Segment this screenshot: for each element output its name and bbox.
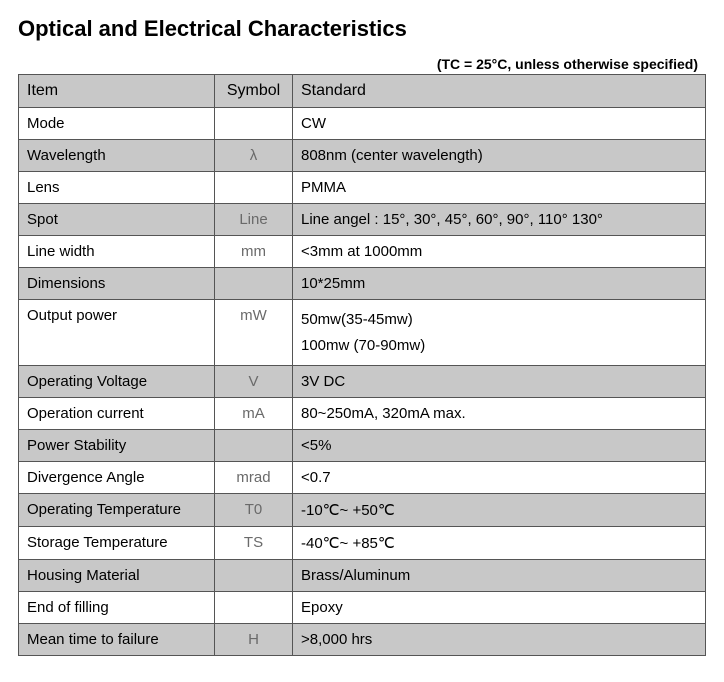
cell-item: Mode: [19, 108, 215, 140]
table-row: Mode CW: [19, 108, 706, 140]
characteristics-table: Item Symbol Standard ModeCWWavelengthλ80…: [18, 74, 706, 656]
cell-standard: 10*25mm: [293, 268, 706, 300]
table-row: Power Stability <5%: [19, 430, 706, 462]
cell-symbol: [215, 592, 293, 624]
cell-item: Line width: [19, 236, 215, 268]
cell-symbol: [215, 268, 293, 300]
cell-item: Operating Voltage: [19, 366, 215, 398]
page-title: Optical and Electrical Characteristics: [18, 16, 706, 42]
table-row: Output powermW50mw(35-45mw)100mw (70-90m…: [19, 300, 706, 366]
cell-item: Divergence Angle: [19, 462, 215, 494]
cell-item: Output power: [19, 300, 215, 366]
cell-symbol: [215, 560, 293, 592]
table-row: Divergence Anglemrad<0.7: [19, 462, 706, 494]
header-symbol: Symbol: [215, 75, 293, 108]
cell-item: Dimensions: [19, 268, 215, 300]
cell-symbol: mA: [215, 398, 293, 430]
cell-standard: -40℃~ +85℃: [293, 527, 706, 560]
cell-item: Lens: [19, 172, 215, 204]
cell-item: Storage Temperature: [19, 527, 215, 560]
cell-symbol: mW: [215, 300, 293, 366]
condition-note: (TC = 25°C, unless otherwise specified): [18, 56, 706, 72]
cell-standard: <5%: [293, 430, 706, 462]
cell-symbol: λ: [215, 140, 293, 172]
cell-standard: PMMA: [293, 172, 706, 204]
table-row: Storage TemperatureTS-40℃~ +85℃: [19, 527, 706, 560]
cell-symbol: Line: [215, 204, 293, 236]
cell-standard: Line angel : 15°, 30°, 45°, 60°, 90°, 11…: [293, 204, 706, 236]
table-row: Operation currentmA80~250mA, 320mA max.: [19, 398, 706, 430]
cell-standard: Epoxy: [293, 592, 706, 624]
cell-standard: <3mm at 1000mm: [293, 236, 706, 268]
cell-item: End of filling: [19, 592, 215, 624]
table-row: End of filling Epoxy: [19, 592, 706, 624]
table-row: Lens PMMA: [19, 172, 706, 204]
cell-symbol: [215, 430, 293, 462]
cell-item: Operation current: [19, 398, 215, 430]
cell-standard: 50mw(35-45mw)100mw (70-90mw): [293, 300, 706, 366]
cell-standard: CW: [293, 108, 706, 140]
cell-item: Housing Material: [19, 560, 215, 592]
cell-standard: Brass/Aluminum: [293, 560, 706, 592]
header-standard: Standard: [293, 75, 706, 108]
cell-standard: 3V DC: [293, 366, 706, 398]
cell-item: Wavelength: [19, 140, 215, 172]
cell-item: Spot: [19, 204, 215, 236]
table-row: Operating VoltageV3V DC: [19, 366, 706, 398]
cell-standard: <0.7: [293, 462, 706, 494]
cell-symbol: [215, 108, 293, 140]
header-item: Item: [19, 75, 215, 108]
cell-standard: -10℃~ +50℃: [293, 494, 706, 527]
cell-symbol: V: [215, 366, 293, 398]
table-row: Housing Material Brass/Aluminum: [19, 560, 706, 592]
cell-symbol: T0: [215, 494, 293, 527]
cell-item: Mean time to failure: [19, 624, 215, 656]
cell-symbol: H: [215, 624, 293, 656]
cell-item: Power Stability: [19, 430, 215, 462]
cell-symbol: mrad: [215, 462, 293, 494]
cell-standard: >8,000 hrs: [293, 624, 706, 656]
cell-symbol: mm: [215, 236, 293, 268]
cell-standard: 808nm (center wavelength): [293, 140, 706, 172]
table-row: SpotLineLine angel : 15°, 30°, 45°, 60°,…: [19, 204, 706, 236]
table-row: Line widthmm<3mm at 1000mm: [19, 236, 706, 268]
cell-standard: 80~250mA, 320mA max.: [293, 398, 706, 430]
table-row: Dimensions 10*25mm: [19, 268, 706, 300]
cell-item: Operating Temperature: [19, 494, 215, 527]
table-row: Mean time to failureH>8,000 hrs: [19, 624, 706, 656]
table-row: Wavelengthλ808nm (center wavelength): [19, 140, 706, 172]
cell-symbol: TS: [215, 527, 293, 560]
table-row: Operating TemperatureT0-10℃~ +50℃: [19, 494, 706, 527]
cell-symbol: [215, 172, 293, 204]
